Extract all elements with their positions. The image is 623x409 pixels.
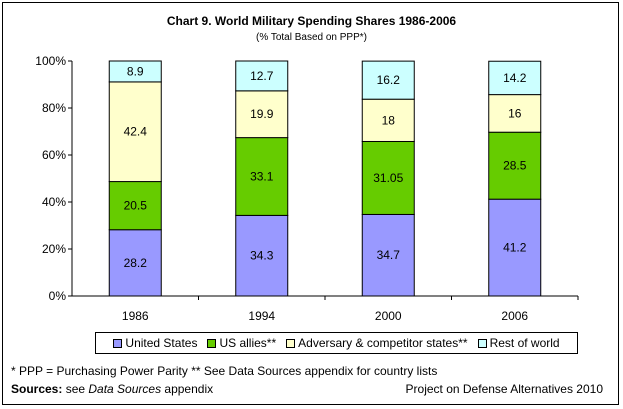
y-tick-label: 80% (42, 101, 66, 115)
data-label: 20.5 (124, 199, 148, 213)
data-label: 31.05 (373, 171, 403, 185)
data-label: 8.9 (127, 64, 144, 78)
bar-segment (488, 198, 542, 297)
bar-segment (361, 60, 415, 100)
bar-segment (488, 60, 542, 96)
legend-item: Adversary & competitor states** (286, 336, 468, 350)
footnote: * PPP = Purchasing Power Parity ** See D… (11, 364, 438, 378)
chart-legend: United States US allies** Adversary & comp… (95, 332, 578, 354)
x-tick-label: 2006 (501, 309, 528, 323)
x-tick-label: 1986 (122, 309, 149, 323)
y-tick-label: 0% (49, 289, 67, 303)
legend-swatch (207, 338, 217, 348)
legend-label: US allies** (219, 336, 277, 350)
data-label: 18 (382, 113, 396, 127)
legend-item: US allies** (207, 336, 276, 350)
legend-label: Rest of world (489, 336, 560, 350)
data-label: 16 (508, 106, 522, 120)
sources-line: Sources: see Data Sources appendix (11, 382, 213, 396)
legend-item: United States (113, 336, 197, 350)
data-label: 28.2 (124, 256, 148, 270)
y-tick-label: 60% (42, 148, 66, 162)
y-tick-label: 20% (42, 242, 66, 256)
sources-suffix: appendix (161, 382, 214, 396)
chart-subtitle: (% Total Based on PPP*) (256, 32, 367, 43)
bar-segment (235, 214, 289, 297)
sources-prefix: see (62, 382, 89, 396)
data-label: 41.2 (503, 241, 527, 255)
project-credit: Project on Defense Alternatives 2010 (405, 382, 603, 396)
x-tick-label: 2000 (375, 309, 402, 323)
data-label: 19.9 (250, 107, 274, 121)
y-tick-label: 100% (35, 54, 66, 68)
bar-segment (235, 137, 289, 216)
bar-segment (488, 94, 542, 133)
data-label: 33.1 (250, 170, 274, 184)
legend-label: United States (125, 336, 198, 350)
bar-segment (235, 90, 289, 139)
y-tick-label: 40% (42, 195, 66, 209)
bar-segment (361, 213, 415, 297)
bar-segment (235, 60, 289, 92)
data-label: 12.7 (250, 69, 274, 83)
legend-swatch (286, 338, 296, 348)
data-label: 34.7 (377, 248, 401, 262)
sources-italic: Data Sources (88, 382, 162, 396)
legend-swatch (477, 338, 487, 348)
bar-segment (108, 60, 162, 83)
data-label: 28.5 (503, 159, 527, 173)
data-label: 14.2 (503, 71, 527, 85)
data-label: 42.4 (124, 125, 148, 139)
data-label: 16.2 (377, 73, 401, 87)
chart-frame (2, 2, 619, 405)
bar-segment (361, 98, 415, 142)
legend-swatch (113, 338, 123, 348)
sources-label: Sources: (11, 382, 63, 396)
bar-segment (108, 181, 162, 231)
bar-segment (108, 81, 162, 183)
x-tick-label: 1994 (248, 309, 275, 323)
legend-item: Rest of world (477, 336, 560, 350)
data-label: 34.3 (250, 249, 274, 263)
chart-title: Chart 9. World Military Spending Shares … (166, 14, 457, 28)
legend-label: Adversary & competitor states** (298, 336, 468, 350)
